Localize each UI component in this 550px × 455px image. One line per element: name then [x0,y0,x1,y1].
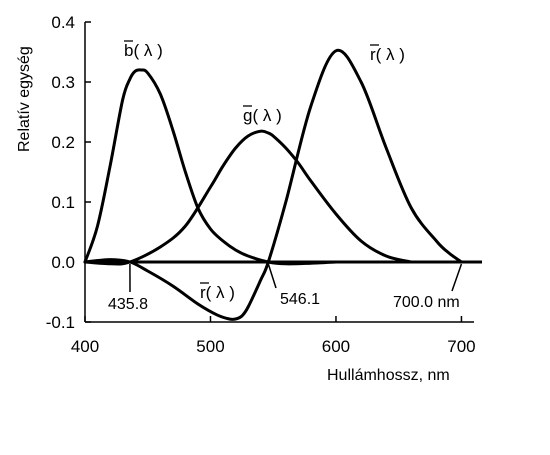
y-tick-label: 0.0 [51,253,75,272]
label-r-lambda-lower: r( λ ) [200,283,235,302]
b-lambda-curve [83,68,338,266]
y-tick-label: 0.3 [51,73,75,92]
label-b-lambda: b( λ ) [124,41,163,60]
g-lambda-curve [83,129,413,266]
curve-labels: b( λ ) g( λ ) r( λ ) r( λ ) [124,40,405,302]
label-g-lambda: g( λ ) [243,106,282,125]
annotations: 435.8 546.1 700.0 nm [108,263,463,313]
y-tick-label: 0.2 [51,133,75,152]
annotation-700-nm: 700.0 nm [393,294,460,311]
ticks: 400 500 600 700 -0.1 0.0 0.1 0.2 0.3 0.4 [46,13,476,356]
curves [83,48,463,321]
x-tick-label: 600 [322,337,350,356]
x-tick-label: 400 [71,337,99,356]
x-axis-title: Hullámhossz, nm [327,367,450,384]
x-tick-label: 700 [447,337,475,356]
y-tick-label: 0.4 [51,13,75,32]
axes [84,22,482,323]
x-tick-label: 500 [196,337,224,356]
y-tick-label: 0.1 [51,193,75,212]
annotation-435-8: 435.8 [108,296,148,313]
annotation-leader-line [267,263,277,289]
y-axis-title: Relatív egység [16,46,33,152]
y-tick-label: -0.1 [46,313,75,332]
r-lambda-curve [83,48,463,321]
label-r-lambda-upper: r( λ ) [370,45,405,64]
annotation-leader-line [451,263,463,292]
annotation-546-1: 546.1 [280,291,320,308]
